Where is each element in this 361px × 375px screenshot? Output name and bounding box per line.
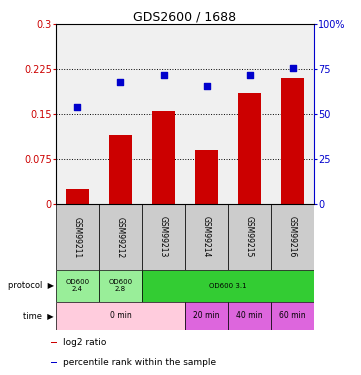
Bar xyxy=(56,204,99,270)
Bar xyxy=(66,189,89,204)
Text: GSM99211: GSM99211 xyxy=(73,217,82,258)
Text: GSM99216: GSM99216 xyxy=(288,216,297,258)
Text: 20 min: 20 min xyxy=(193,311,220,320)
Bar xyxy=(56,270,99,302)
Bar xyxy=(228,204,271,270)
Point xyxy=(204,82,209,88)
Bar xyxy=(51,342,57,343)
Point xyxy=(75,104,81,110)
Bar xyxy=(142,204,185,270)
Text: GSM99213: GSM99213 xyxy=(159,216,168,258)
Text: GSM99214: GSM99214 xyxy=(202,216,211,258)
Bar xyxy=(195,150,218,204)
Text: log2 ratio: log2 ratio xyxy=(63,338,106,347)
Bar xyxy=(51,362,57,363)
Title: GDS2600 / 1688: GDS2600 / 1688 xyxy=(134,10,236,23)
Text: time  ▶: time ▶ xyxy=(23,311,54,320)
Point xyxy=(247,72,252,78)
Bar xyxy=(56,302,185,330)
Text: protocol  ▶: protocol ▶ xyxy=(8,281,54,290)
Bar xyxy=(238,93,261,204)
Bar xyxy=(99,204,142,270)
Bar xyxy=(185,302,228,330)
Bar xyxy=(109,135,132,204)
Text: OD600
2.4: OD600 2.4 xyxy=(65,279,90,292)
Text: OD600
2.8: OD600 2.8 xyxy=(108,279,132,292)
Point xyxy=(118,79,123,85)
Bar xyxy=(99,270,142,302)
Bar xyxy=(185,204,228,270)
Bar xyxy=(142,270,314,302)
Text: GSM99212: GSM99212 xyxy=(116,217,125,258)
Bar xyxy=(281,78,304,204)
Text: OD600 3.1: OD600 3.1 xyxy=(209,283,247,289)
Text: 40 min: 40 min xyxy=(236,311,263,320)
Text: 0 min: 0 min xyxy=(110,311,131,320)
Text: 60 min: 60 min xyxy=(279,311,306,320)
Text: GSM99215: GSM99215 xyxy=(245,216,254,258)
Point xyxy=(161,72,166,78)
Bar xyxy=(271,302,314,330)
Point xyxy=(290,64,295,70)
Text: percentile rank within the sample: percentile rank within the sample xyxy=(63,358,216,368)
Bar xyxy=(228,302,271,330)
Bar xyxy=(271,204,314,270)
Bar xyxy=(152,111,175,204)
